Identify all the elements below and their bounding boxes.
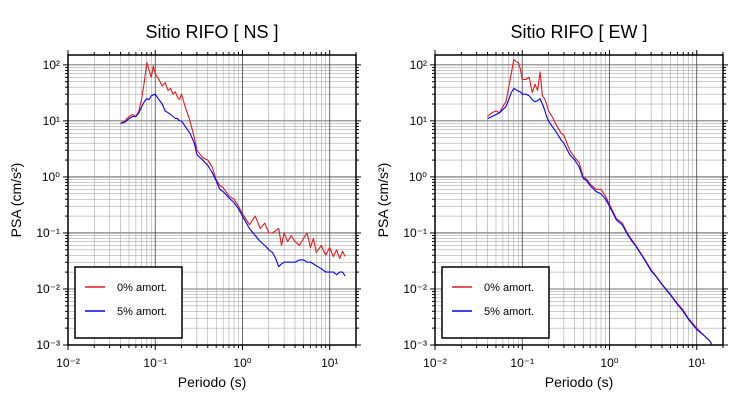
x-tick-label: 10¹ [321,356,338,370]
x-axis-label: Periodo (s) [545,374,613,390]
plot-frame [67,54,357,346]
legend-label: 5% amort. [117,306,167,318]
legend-label: 0% amort. [484,282,534,294]
x-tick-label: 10⁻¹ [143,356,167,370]
y-tick-label: 10¹ [43,114,60,128]
chart-panel-0: 10⁻² 10⁻¹ 10⁰ 10¹ 10⁻³ 10⁻² 10⁻¹ 10⁰ 10¹ 10² Sitio… [8,22,361,390]
legend-box [441,266,550,339]
x-tick-label: 10⁰ [233,356,251,370]
x-tick-label: 10⁰ [600,356,618,370]
chart-panel-1: 10⁻² 10⁻¹ 10⁰ 10¹ 10⁻³ 10⁻² 10⁻¹ 10⁰ 10¹ 10² Sitio… [375,22,728,390]
y-tick-label: 10² [410,58,427,72]
legend-box [74,266,183,339]
x-tick-label: 10⁻² [56,356,80,370]
y-axis-label: PSA (cm/s²) [375,163,391,238]
chart-title: Sitio RIFO [ NS ] [145,22,278,42]
y-tick-label: 10⁻³ [36,338,60,352]
y-tick-label: 10⁻² [36,282,60,296]
x-tick-label: 10¹ [688,356,705,370]
y-tick-label: 10¹ [410,114,427,128]
legend: 0% amort. 5% amort. [74,266,183,339]
y-tick-label: 10² [43,58,60,72]
y-tick-label: 10⁻¹ [403,226,427,240]
y-tick-label: 10⁻³ [403,338,427,352]
x-tick-label: 10⁻² [423,356,447,370]
chart-title: Sitio RIFO [ EW ] [510,22,647,42]
x-axis-label: Periodo (s) [178,374,246,390]
grid [435,55,723,345]
y-axis-label: PSA (cm/s²) [8,163,24,238]
legend-label: 5% amort. [484,306,534,318]
series-line-1 [487,87,713,345]
series-line-0 [120,61,346,260]
y-tick-label: 10⁰ [409,170,427,184]
y-tick-label: 10⁻² [403,282,427,296]
y-tick-label: 10⁻¹ [36,226,60,240]
legend: 0% amort. 5% amort. [441,266,550,339]
x-tick-label: 10⁻¹ [510,356,534,370]
plot-frame [434,54,724,346]
legend-label: 0% amort. [117,282,167,294]
series-line-1 [120,93,346,277]
y-tick-label: 10⁰ [42,170,60,184]
